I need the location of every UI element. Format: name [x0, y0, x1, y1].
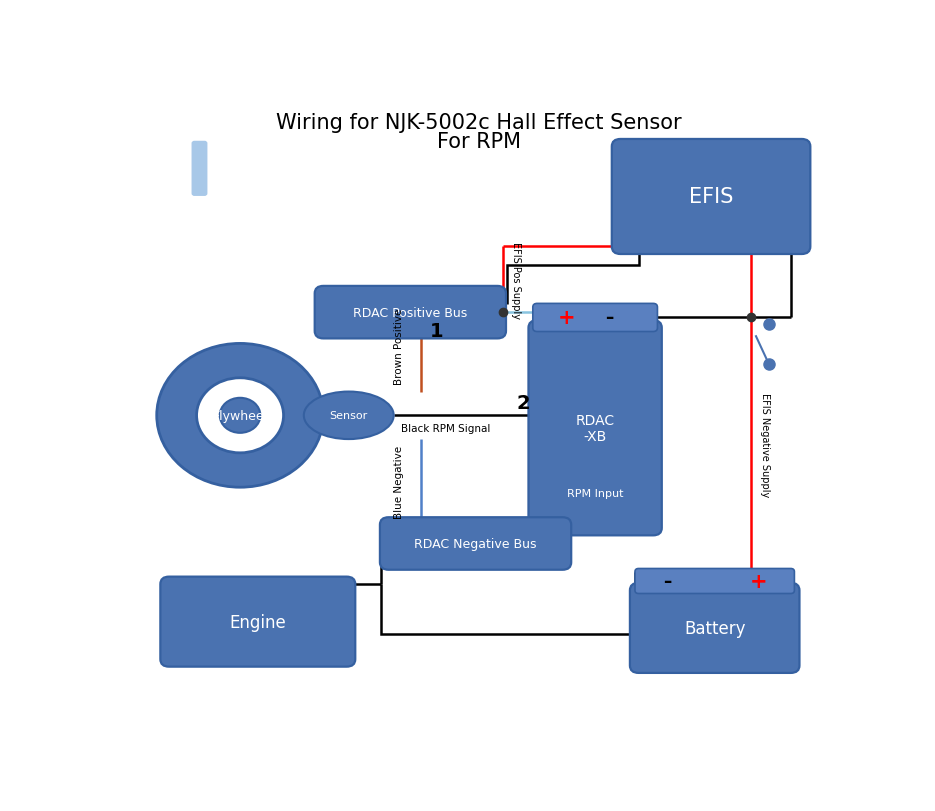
Text: 1: 1 — [430, 321, 443, 341]
Text: Black RPM Signal: Black RPM Signal — [401, 423, 490, 433]
Text: Wiring for NJK-5002c Hall Effect Sensor: Wiring for NJK-5002c Hall Effect Sensor — [277, 113, 682, 133]
FancyBboxPatch shape — [380, 517, 571, 570]
Text: Flywheel: Flywheel — [212, 410, 267, 423]
Text: Blue Negative: Blue Negative — [395, 446, 405, 519]
Text: Battery: Battery — [683, 619, 745, 637]
Text: +: + — [557, 308, 575, 328]
Text: For RPM: For RPM — [438, 131, 521, 152]
Text: EFIS Pos Supply: EFIS Pos Supply — [511, 242, 521, 319]
Ellipse shape — [280, 394, 302, 410]
FancyBboxPatch shape — [315, 286, 506, 339]
Text: RDAC Negative Bus: RDAC Negative Bus — [414, 538, 537, 551]
Text: –: – — [664, 573, 671, 590]
Circle shape — [157, 344, 324, 487]
FancyBboxPatch shape — [533, 304, 657, 333]
FancyBboxPatch shape — [635, 569, 795, 594]
Ellipse shape — [280, 408, 302, 423]
Text: Brown Positive: Brown Positive — [395, 308, 405, 384]
Text: –: – — [606, 309, 613, 327]
Text: +: + — [749, 571, 767, 591]
Text: RDAC Positive Bus: RDAC Positive Bus — [353, 307, 468, 320]
Ellipse shape — [304, 392, 394, 440]
FancyBboxPatch shape — [611, 139, 811, 255]
FancyBboxPatch shape — [630, 583, 799, 673]
Text: Sensor: Sensor — [330, 411, 367, 421]
Text: EFIS: EFIS — [689, 187, 733, 208]
Circle shape — [220, 398, 260, 433]
FancyBboxPatch shape — [161, 577, 355, 667]
Text: RPM Input: RPM Input — [567, 489, 624, 499]
Text: EFIS Negative Supply: EFIS Negative Supply — [760, 393, 770, 497]
Text: Engine: Engine — [229, 613, 286, 631]
Circle shape — [196, 378, 283, 453]
FancyBboxPatch shape — [528, 321, 662, 536]
Text: RDAC
-XB: RDAC -XB — [576, 414, 614, 444]
Text: 2: 2 — [517, 393, 530, 412]
FancyBboxPatch shape — [193, 142, 207, 196]
Ellipse shape — [280, 422, 302, 437]
